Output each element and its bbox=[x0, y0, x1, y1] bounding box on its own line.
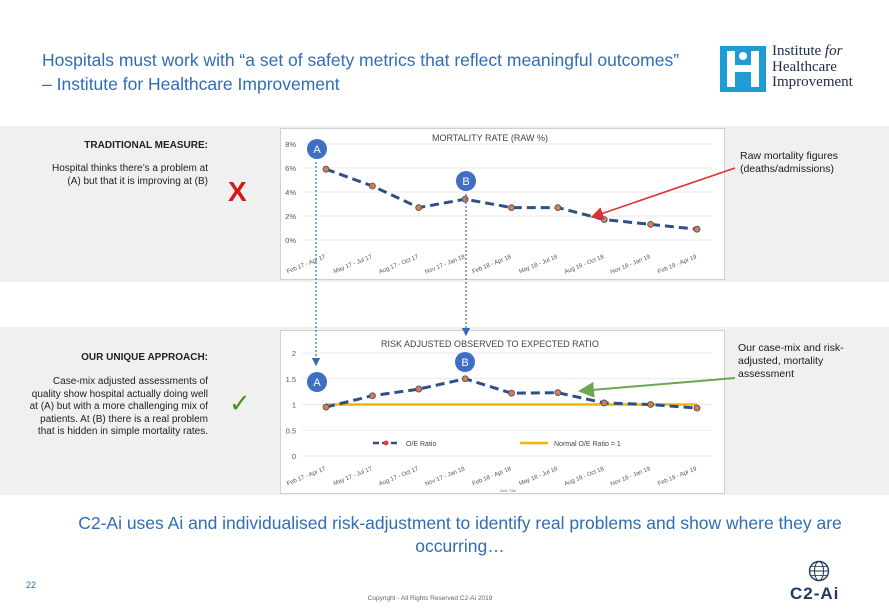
data-point bbox=[647, 220, 655, 228]
data-point bbox=[415, 385, 423, 393]
data-point bbox=[322, 165, 330, 173]
data-point bbox=[554, 389, 562, 397]
ihi-logo-icon bbox=[720, 46, 766, 92]
x-tick-label: Nov 18 - Jan 19 bbox=[610, 466, 652, 488]
logo-line1: Institute bbox=[772, 43, 822, 59]
y-tick-label: 2 bbox=[292, 349, 296, 358]
callout-arrow-red bbox=[590, 167, 736, 220]
x-tick-label: Aug 18 - Oct 18 bbox=[564, 254, 606, 276]
x-tick-label: Feb 17 - Apr 17 bbox=[286, 254, 327, 275]
data-point bbox=[508, 389, 515, 397]
legend-normal-ratio: Normal O/E Ratio = 1 bbox=[554, 441, 621, 448]
legend-oe-ratio: O/E Ratio bbox=[406, 441, 436, 448]
x-tick-label: May 18 - Jul 18 bbox=[518, 466, 559, 487]
svg-text:B: B bbox=[461, 357, 468, 369]
chart1-title: MORTALITY RATE (RAW %) bbox=[432, 133, 548, 143]
y-tick-label: 1.5 bbox=[286, 375, 296, 384]
chart1-y-axis: 0% 2% 4% 6% 8% bbox=[285, 140, 296, 245]
x-tick-label: Aug 17 - Oct 17 bbox=[378, 466, 420, 488]
chart2-marker-a: A bbox=[307, 372, 327, 392]
unique-body: Case-mix adjusted assessments of quality… bbox=[29, 376, 208, 438]
y-tick-label: 0.5 bbox=[286, 426, 296, 435]
ihi-logo-text: Institute for Healthcare Improvement bbox=[772, 43, 853, 91]
chart2-points bbox=[322, 375, 701, 412]
x-tick-label: Feb 17 - Apr 17 bbox=[286, 466, 327, 487]
x-tick-label: Feb 19 - Apr 19 bbox=[657, 254, 698, 275]
data-point bbox=[368, 182, 376, 190]
c2ai-brand: C2-Ai bbox=[790, 584, 840, 603]
unique-heading: OUR UNIQUE APPROACH: bbox=[81, 352, 208, 363]
cross-icon: X bbox=[228, 176, 247, 207]
oe-chart-box bbox=[280, 330, 725, 494]
logo-line3: Improvement bbox=[772, 74, 853, 90]
bottom-statement: C2-Ai uses Ai and individualised risk-ad… bbox=[78, 513, 842, 556]
chart1-gridlines bbox=[302, 143, 712, 241]
y-tick-label: 1 bbox=[292, 401, 296, 410]
svg-text:A: A bbox=[313, 144, 321, 156]
data-point bbox=[600, 216, 608, 224]
callout-arrow-green bbox=[578, 377, 736, 398]
y-tick-label: 4% bbox=[285, 188, 296, 197]
x-tick-label: Aug 17 - Oct 17 bbox=[378, 254, 420, 276]
data-point bbox=[693, 225, 701, 233]
data-point bbox=[600, 399, 608, 407]
data-point bbox=[322, 403, 330, 411]
chart2-axis-note: Axis Title bbox=[500, 488, 517, 493]
callout-raw-mortality: Raw mortality figures (deaths/admissions… bbox=[740, 150, 839, 175]
x-tick-label: Nov 17 - Jan 18 bbox=[424, 466, 466, 488]
data-point bbox=[368, 392, 376, 400]
traditional-heading: TRADITIONAL MEASURE: bbox=[84, 140, 208, 151]
checkmark-icon: ✓ bbox=[229, 388, 251, 418]
y-tick-label: 6% bbox=[285, 164, 296, 173]
chart2-marker-b: B bbox=[455, 352, 475, 372]
mortality-chart-box bbox=[280, 128, 725, 280]
logo-line2: Healthcare bbox=[772, 58, 837, 75]
y-tick-label: 0 bbox=[292, 452, 296, 461]
x-tick-label: Feb 19 - Apr 19 bbox=[657, 466, 698, 487]
chart2-x-axis: Feb 17 - Apr 17 May 17 - Jul 17 Aug 17 - O… bbox=[286, 466, 698, 488]
data-point bbox=[508, 204, 515, 212]
data-point bbox=[554, 204, 562, 212]
svg-text:A: A bbox=[313, 377, 321, 389]
x-tick-label: Feb 18 - Apr 18 bbox=[472, 254, 513, 275]
chart2-legend: O/E Ratio Normal O/E Ratio = 1 bbox=[373, 440, 621, 448]
y-tick-label: 0% bbox=[285, 236, 296, 245]
chart1-x-axis: Feb 17 - Apr 17 May 17 - Jul 17 Aug 17 - O… bbox=[286, 254, 698, 276]
logo-line1-italic: for bbox=[824, 43, 843, 59]
y-tick-label: 2% bbox=[285, 212, 296, 221]
data-point bbox=[461, 195, 469, 203]
callout-risk-adjusted: Our case-mix and risk-adjusted, mortalit… bbox=[738, 342, 844, 380]
chart2-y-axis: 0 0.5 1 1.5 2 bbox=[286, 349, 296, 461]
x-tick-label: Nov 18 - Jan 19 bbox=[610, 254, 652, 276]
slide-title: Hospitals must work with “a set of safet… bbox=[42, 50, 680, 94]
y-tick-label: 8% bbox=[285, 140, 296, 149]
page-number: 22 bbox=[26, 580, 37, 590]
data-point bbox=[415, 204, 423, 212]
chart2-title: RISK ADJUSTED OBSERVED TO EXPECTED RATIO bbox=[381, 339, 599, 349]
chart1-marker-b: B bbox=[456, 171, 476, 191]
x-tick-label: Aug 18 - Oct 18 bbox=[564, 466, 606, 488]
copyright-text: Copyright - All Rights Reserved C2-Ai 20… bbox=[367, 595, 493, 602]
chart2-gridlines bbox=[302, 352, 712, 457]
data-point bbox=[647, 401, 655, 408]
svg-text:B: B bbox=[462, 176, 469, 188]
x-tick-label: May 18 - Jul 18 bbox=[518, 254, 559, 275]
globe-icon bbox=[808, 560, 830, 582]
x-tick-label: May 17 - Jul 17 bbox=[333, 254, 374, 275]
x-tick-label: Feb 18 - Apr 18 bbox=[472, 466, 513, 487]
chart1-marker-a: A bbox=[307, 139, 327, 159]
traditional-body: Hospital thinks there’s a problem at (A)… bbox=[51, 163, 208, 187]
x-tick-label: Nov 17 - Jan 18 bbox=[424, 254, 466, 276]
data-point bbox=[461, 375, 469, 383]
x-tick-label: May 17 - Jul 17 bbox=[333, 466, 374, 487]
data-point bbox=[693, 404, 701, 412]
chart1-series-line bbox=[325, 167, 698, 231]
